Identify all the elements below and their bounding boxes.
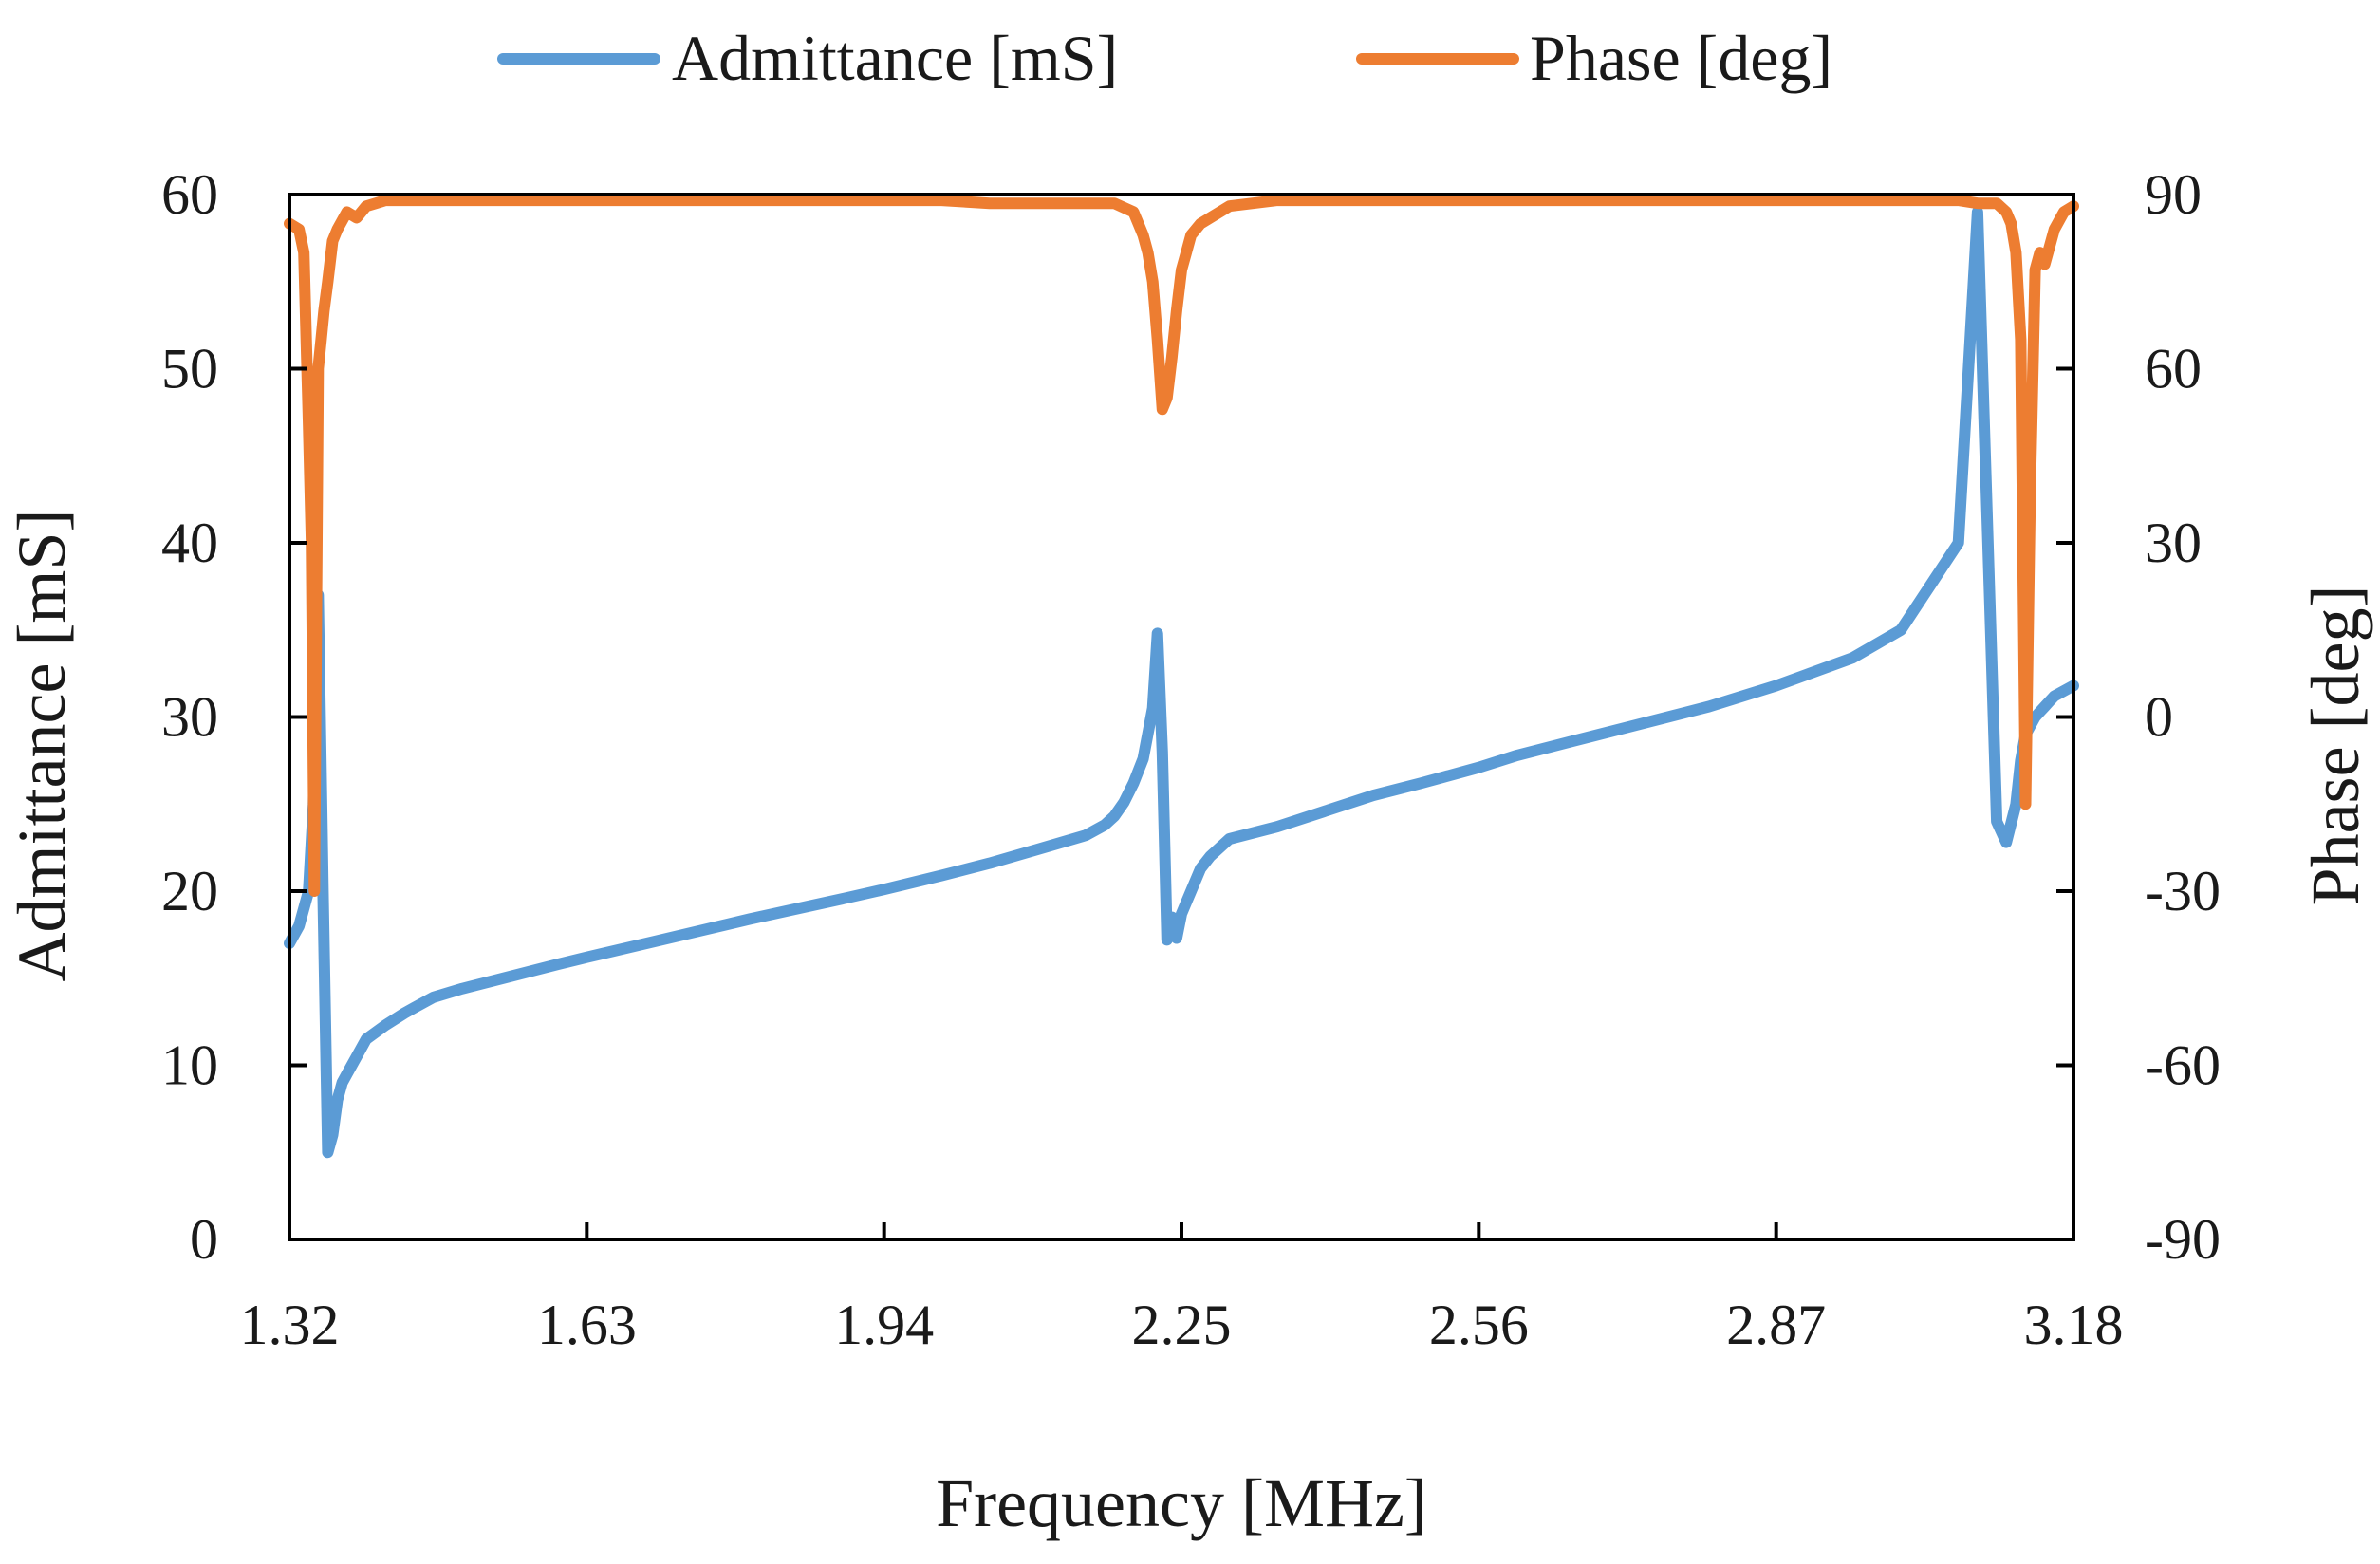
- y-tick-label-left: 10: [161, 1034, 218, 1097]
- y-tick-label-left: 0: [190, 1208, 218, 1271]
- y-tick-label-right: 30: [2145, 512, 2202, 574]
- series-line-phase: [284, 195, 2079, 897]
- y-tick-label-right: 0: [2145, 686, 2173, 749]
- legend-label-phase: Phase [deg]: [1530, 22, 1832, 94]
- y-tick-label-left: 30: [161, 686, 218, 749]
- y-axis-title-right: Phase [deg]: [2297, 586, 2373, 906]
- x-tick-label: 2.56: [1429, 1294, 1529, 1356]
- series-line-admittance: [284, 206, 2079, 1159]
- y-tick-label-left: 50: [161, 338, 218, 400]
- y-axis-title-left: Admittance [mS]: [4, 510, 80, 982]
- x-axis-title: Frequency [MHz]: [936, 1465, 1427, 1541]
- x-tick-label: 2.87: [1726, 1294, 1826, 1356]
- axes: 1.32 1.63 1.94 2.25 2.56 2.87 3.18 0 10 20 30 40 50 6…: [161, 163, 2221, 1356]
- y-tick-label-right: -90: [2145, 1208, 2221, 1271]
- legend: Admittance [mS] Phase [deg]: [497, 22, 1832, 94]
- x-tick-label: 2.25: [1132, 1294, 1232, 1356]
- x-tick-label: 1.63: [537, 1294, 637, 1356]
- x-tick-label: 1.94: [834, 1294, 934, 1356]
- y-tick-label-right: 60: [2145, 338, 2202, 400]
- y-tick-label-left: 60: [161, 163, 218, 226]
- y-tick-label-right: -60: [2145, 1034, 2221, 1097]
- y-tick-label-left: 20: [161, 860, 218, 922]
- y-tick-label-right: 90: [2145, 163, 2202, 226]
- legend-label-admittance: Admittance [mS]: [672, 22, 1118, 94]
- plot-area: [284, 195, 2079, 1159]
- x-tick-label: 1.32: [240, 1294, 340, 1356]
- y-tick-label-right: -30: [2145, 860, 2221, 922]
- y-tick-label-left: 40: [161, 512, 218, 574]
- x-tick-label: 3.18: [2024, 1294, 2124, 1356]
